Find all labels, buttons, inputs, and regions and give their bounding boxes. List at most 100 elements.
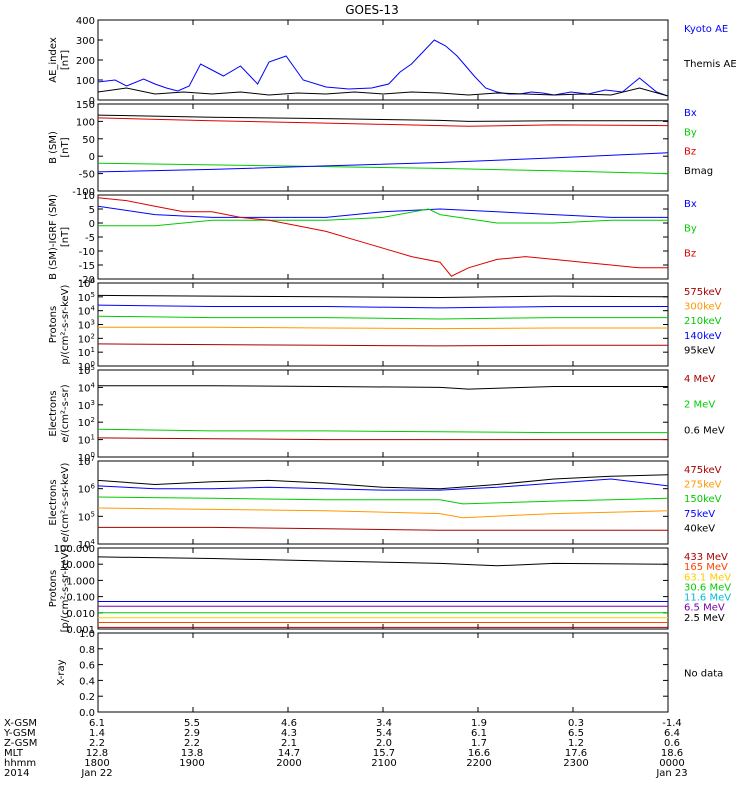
y-tick-label: 105 — [78, 364, 95, 377]
y-axis-label: [nT] — [60, 227, 71, 247]
y-tick-label: 104 — [78, 381, 96, 394]
y-axis-label: p/(cm²-s-sr-keV) — [60, 284, 71, 364]
footer-cell: 1900 — [179, 758, 204, 769]
footer-row-label: hhmm — [4, 758, 36, 769]
y-tick-label: 107 — [78, 455, 95, 468]
y-tick-label: 106 — [78, 277, 96, 290]
footer-cell: 1.9 — [471, 718, 487, 729]
y-tick-label: 100 — [78, 451, 95, 464]
footer-cell: 1.7 — [471, 738, 487, 749]
legend-label: 300keV — [684, 302, 722, 313]
legend-label: 150keV — [684, 494, 722, 505]
footer-cell: 0000 — [659, 758, 684, 769]
footer-cell: 6.4 — [664, 728, 680, 739]
legend-label: Themis AE — [683, 59, 737, 70]
footer-cell: 2100 — [371, 758, 396, 769]
no-data-note: No data — [684, 669, 723, 680]
panel-1: -100 -50 0 50 100 150 B (SM) [nT] Bx By Bz Bmag — [48, 100, 713, 198]
legend-label: 40keV — [684, 523, 715, 534]
panel-frame — [97, 369, 669, 458]
series-line — [98, 197, 668, 277]
footer-cell: 2300 — [563, 758, 588, 769]
y-tick-label: 102 — [78, 332, 95, 345]
footer-cell: 0.3 — [568, 718, 584, 729]
y-tick-label: 400 — [76, 16, 95, 27]
y-tick-label: 10.000 — [60, 560, 95, 571]
series-line — [98, 478, 668, 491]
footer-row-label: 2014 — [4, 768, 29, 779]
y-axis-label: Protons — [48, 570, 59, 607]
y-axis-label: e/(cm²-s-sr-keV) — [60, 463, 71, 543]
footer-cell: 16.6 — [468, 748, 490, 759]
panel-0: 0 100 200 300 400 AE_index [nT] Kyoto AE Themis … — [48, 16, 737, 107]
panel-7: 0.0 0.2 0.4 0.6 0.8 1.0 X-ray No data — [56, 629, 723, 719]
series-line — [98, 507, 668, 519]
footer-cell: 5.4 — [376, 728, 392, 739]
series-line — [98, 496, 668, 505]
panel-5: 104 105 106 107 Electrons e/(cm²-s-sr-keV) 475… — [48, 455, 722, 551]
y-tick-label: -10 — [79, 247, 95, 258]
series-line — [98, 556, 668, 567]
legend-label: 0.6 MeV — [684, 425, 725, 436]
series-line — [98, 152, 668, 173]
y-tick-label: 50 — [82, 135, 95, 146]
footer-cell: 1.2 — [568, 738, 584, 749]
series-line — [98, 315, 668, 320]
series-line — [98, 343, 668, 347]
y-tick-label: 0.8 — [79, 645, 95, 656]
panel-4: 100 101 102 103 104 105 Electrons e/(cm²-s-sr) 4… — [48, 364, 725, 464]
legend-label: 4 MeV — [684, 374, 715, 385]
footer-row-label: MLT — [4, 748, 24, 759]
footer-cell: 2.0 — [376, 738, 392, 749]
footer-cell: 14.7 — [278, 748, 300, 759]
y-tick-label: 100 — [78, 360, 95, 373]
y-axis-label: e/(cm²-s-sr) — [60, 384, 71, 442]
footer-cell: -1.4 — [662, 718, 682, 729]
series-line — [98, 39, 668, 97]
footer-cell: 2000 — [276, 758, 301, 769]
series-line — [98, 428, 668, 434]
y-axis-label: [p/(cm²-s-sr-keV)] — [60, 545, 71, 633]
legend-label: Bz — [684, 248, 696, 259]
footer-cell: 6.5 — [568, 728, 584, 739]
footer-row-label: Z-GSM — [4, 738, 37, 749]
footer-row-label: Y-GSM — [3, 728, 36, 739]
legend-label: 165 MeV — [684, 562, 728, 573]
footer-cell: 15.7 — [373, 748, 395, 759]
y-tick-label: 103 — [78, 399, 95, 412]
legend-label: 275keV — [684, 480, 722, 491]
plot-title: GOES-13 — [345, 3, 399, 17]
legend-label: Bx — [684, 108, 697, 119]
footer-cell: 2.2 — [89, 738, 105, 749]
footer-cell: 2.2 — [184, 738, 200, 749]
series-line — [98, 326, 668, 330]
legend-label: 140keV — [684, 331, 722, 342]
legend-label: By — [684, 127, 697, 138]
y-tick-label: 0.100 — [66, 593, 95, 604]
series-line — [98, 437, 668, 441]
y-tick-label: -20 — [79, 275, 95, 286]
legend-label: 210keV — [684, 316, 722, 327]
footer-cell: 2200 — [466, 758, 491, 769]
footer-cell: 13.8 — [181, 748, 203, 759]
y-axis-label: Protons — [48, 306, 59, 343]
y-axis-label: X-ray — [56, 659, 67, 685]
series-line — [98, 385, 668, 390]
footer-cell: 5.5 — [184, 718, 200, 729]
series-line — [98, 205, 668, 218]
footer-cell: 18.6 — [661, 748, 683, 759]
legend-label: 95keV — [684, 345, 715, 356]
y-axis-label: AE_index — [48, 37, 59, 83]
footer-cell: 1800 — [84, 758, 109, 769]
y-tick-label: 0.001 — [66, 625, 95, 636]
legend-label: Bx — [684, 199, 697, 210]
legend-label: Bz — [684, 147, 696, 158]
panel-frame — [97, 194, 669, 280]
footer-cell: 12.8 — [86, 748, 108, 759]
y-axis-label: [nT] — [60, 50, 71, 70]
series-line — [98, 474, 668, 490]
y-tick-label: 1.000 — [66, 576, 95, 587]
